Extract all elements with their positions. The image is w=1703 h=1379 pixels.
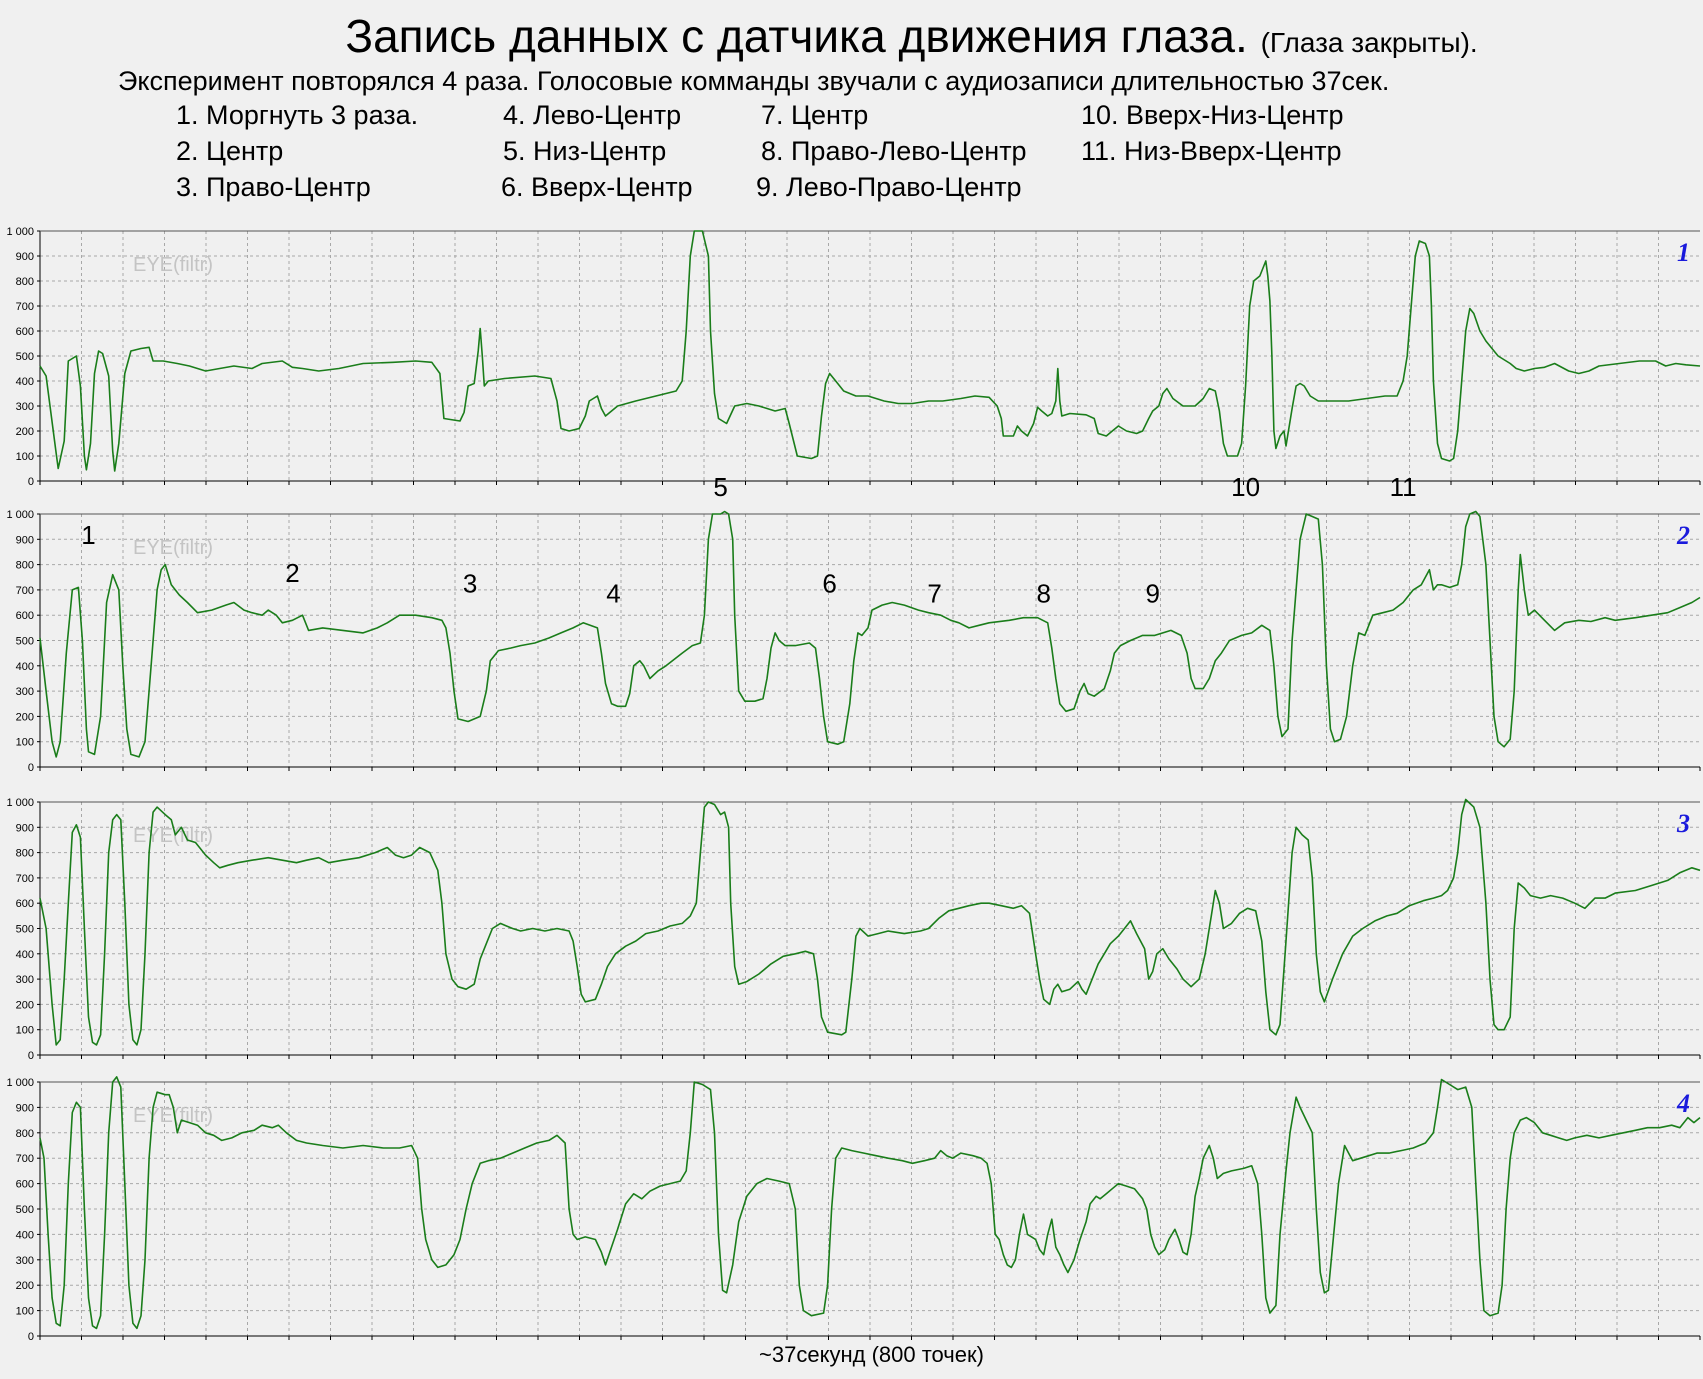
command-4: 4. Лево-Центр — [503, 100, 682, 130]
event-marker-7: 7 — [927, 578, 941, 608]
event-marker-9: 9 — [1145, 578, 1159, 608]
chart-panel-2: 0 100 200 300 400 500 600 700 800 900 1 000 EYE(fil… — [6, 509, 1701, 774]
event-marker-10: 10 — [1231, 472, 1260, 502]
command-11: 11. Низ-Вверх-Центр — [1081, 136, 1342, 166]
y-tick-label: 800 — [16, 848, 34, 860]
event-marker-2: 2 — [285, 558, 299, 588]
command-1: 1. Моргнуть 3 раза. — [176, 100, 419, 130]
y-tick-label: 0 — [28, 1331, 34, 1343]
command-10: 10. Вверх-Низ-Центр — [1081, 100, 1344, 130]
y-tick-label: 400 — [16, 661, 34, 673]
panel-number: 1 — [1677, 238, 1690, 267]
y-tick-label: 500 — [16, 351, 34, 363]
command-6: 6. Вверх-Центр — [501, 172, 693, 202]
y-tick-label: 900 — [16, 1102, 34, 1114]
command-list: 1. Моргнуть 3 раза. 2. Центр 3. Право-Це… — [0, 98, 1703, 208]
y-tick-label: 800 — [16, 276, 34, 288]
y-tick-label: 600 — [16, 610, 34, 622]
page-title: Запись данных с датчика движения глаза. … — [0, 8, 1703, 71]
event-marker-1: 1 — [81, 520, 95, 550]
y-tick-label: 0 — [28, 762, 34, 774]
y-tick-label: 200 — [16, 711, 34, 723]
y-tick-label: 600 — [16, 1179, 34, 1191]
event-marker-11: 11 — [1390, 472, 1417, 502]
y-tick-label: 300 — [16, 686, 34, 698]
panel-number: 4 — [1676, 1089, 1690, 1118]
y-tick-label: 900 — [16, 534, 34, 546]
x-axis-label: ~37секунд (800 точек) — [759, 1342, 984, 1367]
command-5: 5. Низ-Центр — [503, 136, 667, 166]
watermark-label: EYE(filtr) — [133, 537, 213, 559]
y-tick-label: 900 — [16, 822, 34, 834]
watermark-label: EYE(filtr) — [133, 254, 213, 276]
command-2: 2. Центр — [176, 136, 284, 166]
y-tick-label: 600 — [16, 326, 34, 338]
command-3: 3. Право-Центр — [176, 172, 371, 202]
y-tick-label: 200 — [16, 1280, 34, 1292]
y-tick-label: 400 — [16, 949, 34, 961]
command-8: 8. Право-Лево-Центр — [761, 136, 1027, 166]
series-line-2 — [39, 510, 1701, 758]
panel-number: 2 — [1676, 521, 1690, 550]
series-line-1 — [39, 230, 1701, 472]
y-tick-label: 300 — [16, 974, 34, 986]
y-tick-label: 1 000 — [6, 509, 34, 521]
y-tick-label: 800 — [16, 1128, 34, 1140]
y-tick-label: 700 — [16, 301, 34, 313]
series-line-3 — [39, 798, 1701, 1046]
event-marker-4: 4 — [606, 578, 620, 608]
title-main: Запись данных с датчика движения глаза. — [345, 10, 1248, 62]
y-tick-label: 100 — [16, 737, 34, 749]
y-tick-label: 800 — [16, 560, 34, 572]
y-tick-label: 1 000 — [6, 797, 34, 809]
chart-panel-1: 0 100 200 300 400 500 600 700 800 900 1 000 EYE(fil… — [6, 226, 1701, 488]
command-9: 9. Лево-Право-Центр — [756, 172, 1022, 202]
y-tick-label: 100 — [16, 1306, 34, 1318]
y-tick-label: 0 — [28, 1050, 34, 1062]
y-tick-label: 500 — [16, 636, 34, 648]
y-tick-label: 100 — [16, 451, 34, 463]
y-tick-label: 600 — [16, 898, 34, 910]
y-tick-label: 200 — [16, 426, 34, 438]
event-marker-3: 3 — [463, 568, 477, 598]
y-tick-label: 700 — [16, 873, 34, 885]
y-tick-label: 500 — [16, 1204, 34, 1216]
y-tick-label: 700 — [16, 585, 34, 597]
y-tick-label: 1 000 — [6, 1077, 34, 1089]
y-tick-label: 400 — [16, 376, 34, 388]
y-tick-label: 1 000 — [6, 226, 34, 238]
title-note: (Глаза закрыты). — [1260, 27, 1478, 58]
y-tick-label: 100 — [16, 1025, 34, 1037]
y-tick-label: 900 — [16, 251, 34, 263]
y-tick-label: 500 — [16, 924, 34, 936]
y-tick-label: 700 — [16, 1153, 34, 1165]
event-marker-5: 5 — [713, 472, 727, 502]
series-line-4 — [39, 1076, 1701, 1330]
y-tick-label: 400 — [16, 1229, 34, 1241]
page-subtitle: Эксперимент повторялся 4 раза. Голосовые… — [118, 66, 1390, 96]
y-tick-label: 300 — [16, 1255, 34, 1267]
panel-number: 3 — [1676, 809, 1690, 838]
event-marker-6: 6 — [822, 568, 836, 598]
y-tick-label: 0 — [28, 476, 34, 488]
event-marker-8: 8 — [1036, 578, 1050, 608]
y-tick-label: 300 — [16, 401, 34, 413]
y-tick-label: 200 — [16, 999, 34, 1011]
command-7: 7. Центр — [761, 100, 869, 130]
